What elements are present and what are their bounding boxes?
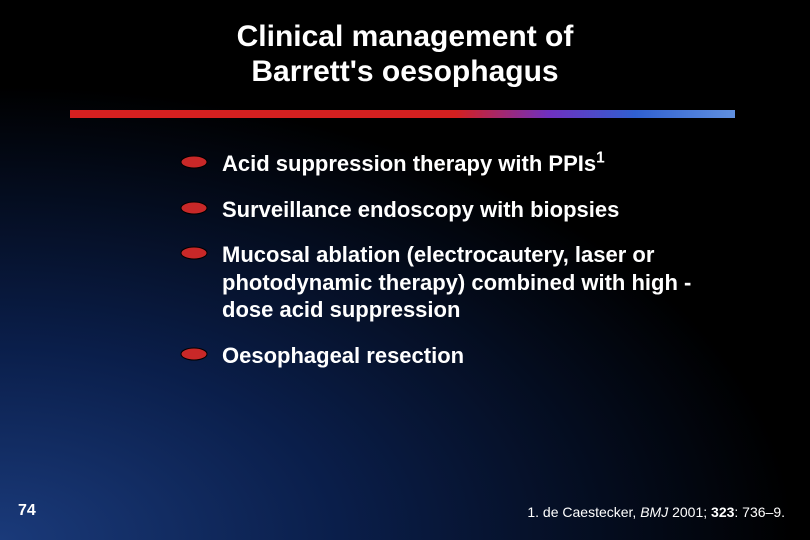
title-line-2: Barrett's oesophagus (0, 55, 810, 90)
bullet-text: Oesophageal resection (222, 342, 464, 370)
reference-citation: 1. de Caestecker, BMJ 2001; 323: 736–9. (527, 504, 785, 520)
bullet-item: Surveillance endoscopy with biopsies (180, 196, 740, 224)
reference-year: 2001; (668, 504, 711, 520)
bullet-item: Oesophageal resection (180, 342, 740, 370)
bullet-text: Mucosal ablation (electrocautery, laser … (222, 241, 740, 324)
reference-prefix: 1. de Caestecker, (527, 504, 640, 520)
ellipse-bullet-icon (180, 347, 208, 366)
reference-journal: BMJ (640, 504, 668, 520)
reference-volume: 323 (711, 504, 734, 520)
slide-title: Clinical management of Barrett's oesopha… (0, 0, 810, 89)
slide-container: Clinical management of Barrett's oesopha… (0, 0, 810, 540)
bullet-superscript: 1 (596, 150, 605, 167)
slide-number: 74 (18, 502, 36, 520)
reference-pages: : 736–9. (734, 504, 785, 520)
bullet-text: Acid suppression therapy with PPIs1 (222, 150, 605, 178)
title-line-1: Clinical management of (0, 20, 810, 55)
bullet-text-main: Acid suppression therapy with PPIs (222, 151, 596, 176)
bullet-text: Surveillance endoscopy with biopsies (222, 196, 619, 224)
bullet-item: Acid suppression therapy with PPIs1 (180, 150, 740, 178)
ellipse-bullet-icon (180, 246, 208, 265)
gradient-divider (70, 110, 735, 118)
ellipse-bullet-icon (180, 201, 208, 220)
bullet-list: Acid suppression therapy with PPIs1 Surv… (180, 150, 740, 387)
ellipse-bullet-icon (180, 155, 208, 174)
bullet-item: Mucosal ablation (electrocautery, laser … (180, 241, 740, 324)
